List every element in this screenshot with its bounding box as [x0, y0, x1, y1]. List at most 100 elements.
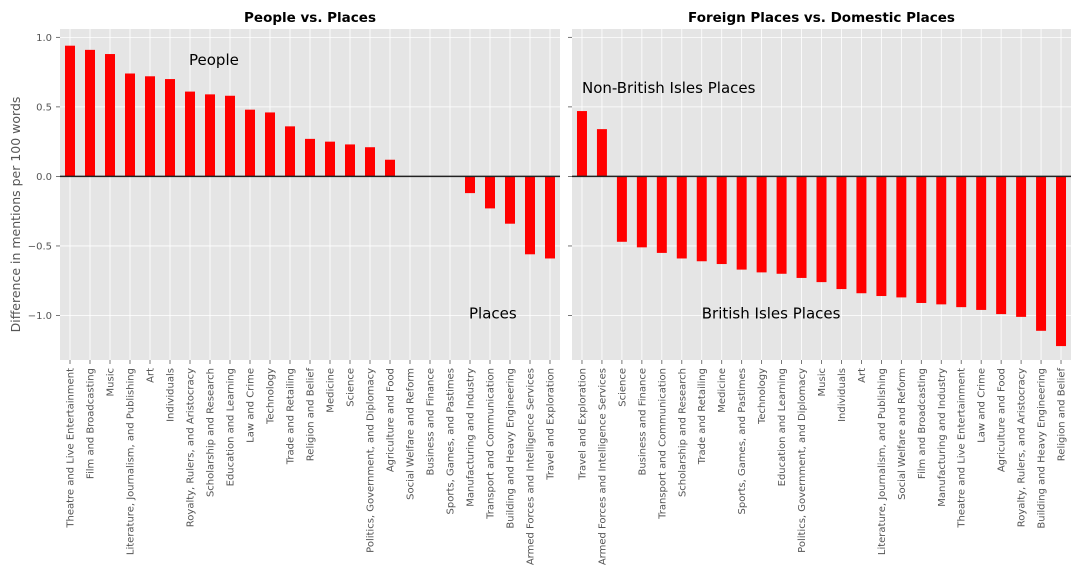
x-tick-label: Science — [346, 368, 357, 407]
bar — [636, 176, 647, 248]
x-tick-label: Technology — [757, 368, 768, 425]
bar — [836, 176, 847, 290]
x-tick-label: Individuals — [166, 368, 177, 422]
bar — [125, 73, 135, 177]
x-tick-label: Medicine — [717, 368, 728, 413]
x-tick-label: Business and Finance — [426, 368, 437, 476]
bar — [305, 138, 315, 177]
x-tick-label: Politics, Government, and Diplomacy — [366, 368, 377, 553]
bar — [1016, 176, 1027, 317]
x-tick-label: Trade and Retailing — [697, 368, 708, 465]
x-tick-label: Literature, Journalism, and Publishing — [126, 368, 137, 555]
x-tick-label: Armed Forces and Intelligence Services — [597, 368, 608, 565]
x-tick-label: Sports, Games, and Pastimes — [446, 368, 457, 514]
bar — [1036, 176, 1047, 331]
x-tick-label: Law and Crime — [246, 368, 257, 443]
bar — [65, 45, 75, 177]
bar — [816, 176, 827, 283]
x-tick-label: Education and Learning — [777, 368, 788, 486]
x-tick-label: Agriculture and Food — [386, 368, 397, 472]
bar — [1056, 176, 1067, 347]
chart-title: People vs. Places — [244, 10, 376, 26]
x-tick-label: Manufacturing and Industry — [937, 368, 948, 507]
bar — [656, 176, 667, 253]
bar — [485, 176, 495, 209]
bar — [716, 176, 727, 265]
x-tick-label: Music — [817, 368, 828, 396]
x-tick-label: Art — [857, 368, 868, 383]
x-tick-label: Royalty, Rulers, and Aristocracy — [1017, 368, 1028, 527]
y-tick-label: 0.0 — [36, 172, 52, 183]
bar — [976, 176, 987, 310]
x-tick-label: Transport and Communication — [657, 368, 668, 520]
x-tick-label: Politics, Government, and Diplomacy — [797, 368, 808, 553]
y-tick-label: 0.5 — [36, 102, 52, 113]
bar — [996, 176, 1007, 315]
x-tick-label: Theatre and Live Entertainment — [66, 368, 77, 529]
bar — [465, 176, 475, 194]
bar — [245, 109, 255, 177]
bar — [676, 176, 687, 259]
y-axis-label: Difference in mentions per 100 words — [8, 97, 23, 333]
x-tick-label: Social Welfare and Reform — [897, 368, 908, 500]
bar — [525, 176, 535, 255]
annotation: Non-British Isles Places — [582, 79, 756, 97]
chart-title: Foreign Places vs. Domestic Places — [688, 10, 955, 26]
bar — [85, 49, 95, 177]
x-tick-label: Scholarship and Research — [677, 368, 688, 497]
x-tick-label: Manufacturing and Industry — [466, 368, 477, 507]
bar — [936, 176, 947, 305]
x-tick-label: Sports, Games, and Pastimes — [737, 368, 748, 514]
x-tick-label: Music — [106, 368, 117, 396]
x-tick-label: Travel and Exploration — [577, 368, 588, 481]
x-tick-label: Literature, Journalism, and Publishing — [877, 368, 888, 555]
x-tick-label: Agriculture and Food — [997, 368, 1008, 472]
bar — [876, 176, 887, 297]
bar — [616, 176, 627, 242]
x-tick-label: Individuals — [837, 368, 848, 422]
x-tick-label: Science — [617, 368, 628, 407]
annotation: People — [189, 51, 239, 69]
y-tick-label: −0.5 — [28, 241, 52, 252]
x-tick-label: Social Welfare and Reform — [406, 368, 417, 500]
x-tick-label: Education and Learning — [226, 368, 237, 486]
bar — [325, 141, 335, 177]
bar — [505, 176, 515, 224]
x-tick-label: Trade and Retailing — [286, 368, 297, 465]
y-tick-label: 1.0 — [36, 33, 52, 44]
x-tick-label: Law and Crime — [977, 368, 988, 443]
x-tick-label: Armed Forces and Intelligence Services — [526, 368, 537, 565]
x-tick-label: Technology — [266, 368, 277, 425]
x-tick-label: Business and Finance — [637, 368, 648, 476]
bar — [576, 111, 587, 177]
x-tick-label: Transport and Communication — [486, 368, 497, 520]
bar — [596, 129, 607, 177]
annotation: British Isles Places — [702, 304, 841, 322]
y-tick-label: −1.0 — [28, 311, 52, 322]
x-tick-label: Religion and Belief — [306, 368, 317, 462]
x-tick-label: Religion and Belief — [1057, 368, 1068, 462]
bar — [796, 176, 807, 278]
bar — [916, 176, 927, 303]
bar — [205, 94, 215, 177]
x-tick-label: Travel and Exploration — [546, 368, 557, 481]
x-tick-label: Theatre and Live Entertainment — [957, 368, 968, 529]
bar — [776, 176, 787, 274]
bar — [756, 176, 767, 273]
bar — [385, 159, 395, 177]
x-tick-label: Building and Heavy Engineering — [506, 368, 517, 529]
bar — [185, 91, 195, 177]
x-tick-label: Medicine — [326, 368, 337, 413]
bar — [265, 112, 275, 177]
bar — [856, 176, 867, 294]
x-tick-label: Film and Broadcasting — [917, 368, 928, 479]
bar — [145, 76, 155, 177]
bar — [285, 126, 295, 177]
bar — [165, 79, 175, 177]
bar — [956, 176, 967, 308]
x-tick-label: Royalty, Rulers, and Aristocracy — [186, 368, 197, 527]
bar — [545, 176, 555, 259]
bar — [896, 176, 907, 298]
bar — [736, 176, 747, 270]
